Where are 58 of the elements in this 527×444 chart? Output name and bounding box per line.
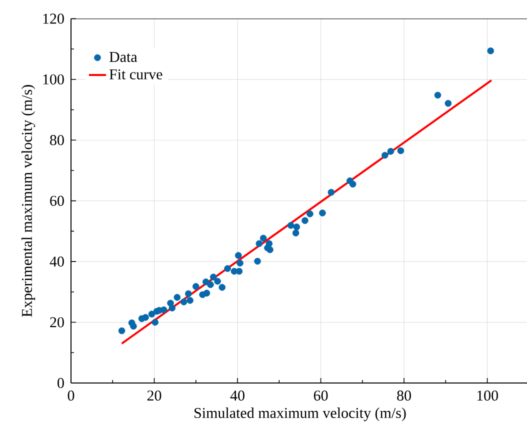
point <box>292 230 300 236</box>
x-tick-label: 100 <box>477 390 498 401</box>
point <box>160 306 168 314</box>
point <box>202 278 210 286</box>
legend-label: Fit curve <box>109 69 162 80</box>
x-tick-label: 20 <box>147 390 162 401</box>
point <box>192 283 200 290</box>
point <box>444 100 452 107</box>
x-axis-title: Simulated maximum velocity (m/s) <box>194 408 406 422</box>
point <box>319 210 326 216</box>
point <box>287 222 294 229</box>
y-tick-label: 60 <box>50 196 64 206</box>
y-tick-label: 0 <box>58 378 64 388</box>
point <box>148 310 156 318</box>
point <box>266 246 274 254</box>
point <box>234 252 242 259</box>
point <box>302 217 308 224</box>
point <box>214 278 221 285</box>
point <box>207 281 214 288</box>
point <box>168 304 176 312</box>
point <box>236 268 243 275</box>
point <box>203 290 210 297</box>
legend-label: Data <box>109 52 138 62</box>
x-tick-label: 40 <box>230 390 244 401</box>
y-axis-title: Experimental maximum velocity (m/s) <box>21 85 36 317</box>
point <box>349 180 356 188</box>
point <box>130 322 137 330</box>
x-tick-label: 0 <box>68 390 74 401</box>
y-tick-label: 120 <box>43 14 64 24</box>
point <box>293 224 300 230</box>
point <box>487 47 494 54</box>
point <box>152 318 158 326</box>
y-tick-label: 80 <box>50 135 64 146</box>
point <box>118 327 126 334</box>
point <box>260 234 267 242</box>
point <box>142 314 149 321</box>
y-tick-label: 20 <box>50 317 64 328</box>
point <box>224 265 231 272</box>
point <box>180 298 188 306</box>
point <box>328 188 335 196</box>
point <box>186 297 194 304</box>
point <box>218 284 226 291</box>
point <box>254 258 261 265</box>
y-tick-label: 100 <box>43 74 64 84</box>
point <box>210 274 217 280</box>
point <box>387 148 394 155</box>
point <box>174 294 181 301</box>
y-tick-label: 40 <box>50 256 64 267</box>
point <box>185 290 192 298</box>
point <box>236 260 244 266</box>
point <box>306 210 314 218</box>
x-tick-label: 80 <box>397 390 411 401</box>
point <box>434 92 442 99</box>
point <box>381 152 388 159</box>
point <box>266 240 273 248</box>
point <box>397 147 404 154</box>
point <box>256 240 263 248</box>
x-tick-label: 60 <box>314 390 328 401</box>
